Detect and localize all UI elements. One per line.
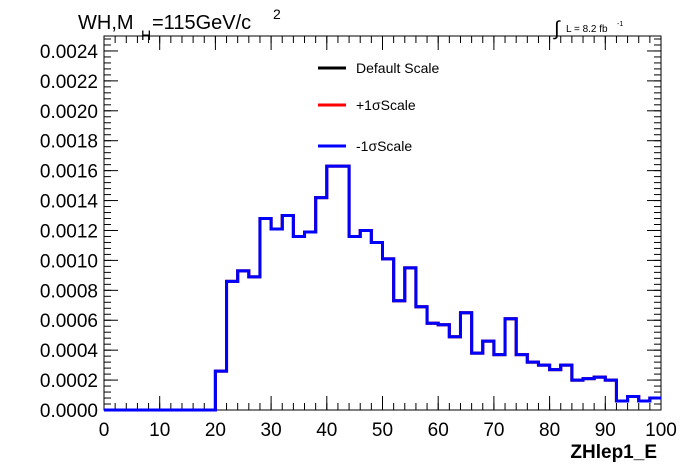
x-axis-title: ZHlep1_E <box>570 442 657 463</box>
histogram-series <box>104 164 661 412</box>
x-tick-label: 70 <box>483 420 504 441</box>
y-tick-label: 0.0020 <box>40 102 98 123</box>
y-tick-label: 0.0024 <box>40 42 99 63</box>
x-tick-label: 60 <box>428 420 449 441</box>
x-tick-label: 90 <box>595 420 616 441</box>
legend-label: -1σScale <box>356 138 412 154</box>
lumi-superscript: -1 <box>617 21 623 28</box>
x-tick-label: 80 <box>539 420 560 441</box>
y-tick-label: 0.0002 <box>40 371 98 392</box>
y-tick-label: 0.0008 <box>40 281 98 302</box>
y-tick-label: 0.0016 <box>40 162 98 183</box>
y-tick-label: 0.0012 <box>40 221 98 242</box>
lumi-label: L = 8.2 fb <box>566 24 608 35</box>
chart-title-subscript: H <box>141 27 151 43</box>
chart-title-mass: =115GeV/c <box>152 12 251 34</box>
y-tick-label: 0.0006 <box>40 311 98 332</box>
x-tick-label: 0 <box>99 420 110 441</box>
y-tick-label: 0.0004 <box>40 341 99 362</box>
chart-title-superscript: 2 <box>273 6 281 22</box>
lumi-integral-symbol: ∫ <box>553 18 561 40</box>
y-tick-label: 0.0022 <box>40 72 98 93</box>
legend-label: Default Scale <box>356 60 439 76</box>
plot-frame <box>103 35 662 411</box>
series-line-1-scale <box>104 164 661 412</box>
y-tick-label: 0.0000 <box>40 401 98 422</box>
y-tick-label: 0.0018 <box>40 132 98 153</box>
legend: Default Scale +1σScale -1σScale <box>318 60 439 154</box>
x-tick-label: 50 <box>372 420 393 441</box>
chart-title-main: WH,M <box>78 12 134 34</box>
x-tick-labels: 0 10 20 30 40 50 60 70 80 90 100 <box>99 420 677 441</box>
y-tick-labels: 0.0000 0.0002 0.0004 0.0006 0.0008 0.0010 0.00… <box>40 42 99 422</box>
series-line-1-scale <box>104 164 661 412</box>
x-tick-label: 40 <box>316 420 337 441</box>
y-tick-label: 0.0010 <box>40 251 98 272</box>
series-line-default-scale <box>104 164 661 412</box>
x-tick-label: 20 <box>205 420 226 441</box>
axis-ticks <box>103 36 662 411</box>
x-tick-label: 100 <box>645 420 677 441</box>
legend-label: +1σScale <box>356 97 416 113</box>
y-tick-label: 0.0014 <box>40 192 99 213</box>
x-tick-label: 30 <box>261 420 282 441</box>
x-tick-label: 10 <box>149 420 170 441</box>
